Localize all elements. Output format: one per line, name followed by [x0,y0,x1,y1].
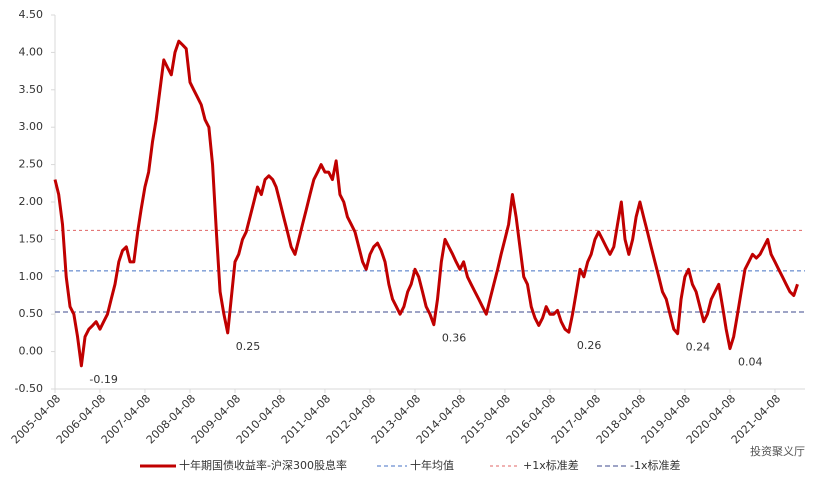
y-tick-label: 1.00 [19,270,44,283]
y-tick-label: 0.00 [19,345,44,358]
y-tick-label: 3.50 [19,83,44,96]
annotation: 0.24 [686,341,711,354]
annotation: -0.19 [89,373,117,386]
y-tick-label: -0.50 [15,382,43,395]
legend-label: 十年期国债收益率-沪深300股息率 [179,458,347,472]
watermark: 投资聚义厅 [750,444,805,458]
legend-label: -1x标准差 [630,458,680,472]
annotation: 0.36 [442,332,467,345]
y-tick-label: 1.50 [19,232,44,245]
y-tick-label: 2.50 [19,158,44,171]
y-tick-label: 2.00 [19,195,44,208]
annotation: 0.26 [577,339,602,352]
y-tick-label: 4.00 [19,45,44,58]
legend-label: +1x标准差 [523,458,579,472]
y-tick-label: 3.00 [19,120,44,133]
annotation: 0.04 [738,356,763,369]
legend-label: 十年均值 [410,458,454,472]
y-tick-label: 0.50 [19,307,44,320]
series-line [53,39,799,368]
annotation: 0.25 [236,340,261,353]
y-tick-label: 4.50 [19,8,44,21]
